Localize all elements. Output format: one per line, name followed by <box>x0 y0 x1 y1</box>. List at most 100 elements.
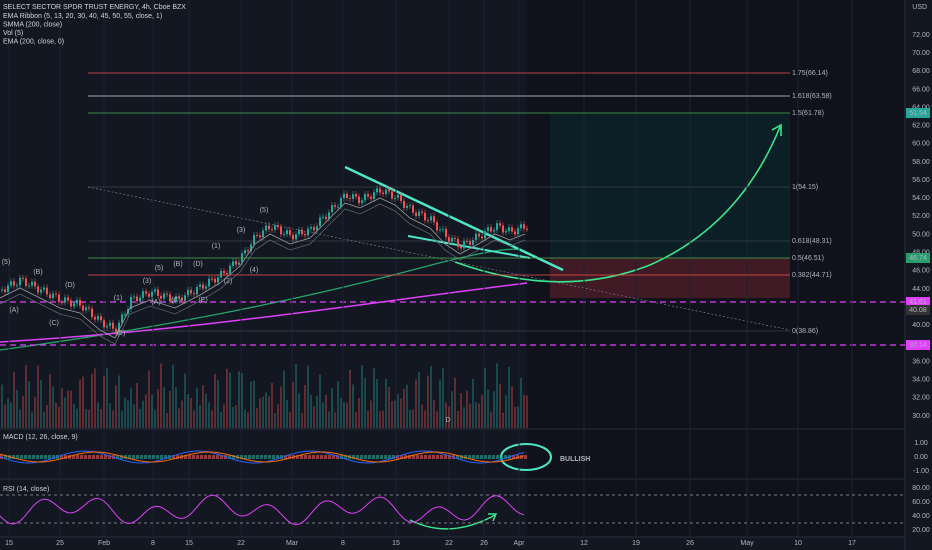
candle <box>88 307 90 309</box>
wave-label: (5) <box>260 207 269 214</box>
time-label: Feb <box>98 540 110 547</box>
price-label: 70.00 <box>912 50 930 57</box>
volume-bar <box>298 393 300 428</box>
candle <box>250 244 252 252</box>
future-zone <box>527 0 905 537</box>
time-label: 15 <box>392 540 400 547</box>
candle <box>445 228 447 238</box>
volume-bar <box>100 409 102 428</box>
macd-hist <box>108 455 111 459</box>
candle <box>40 289 42 293</box>
volume-bar <box>346 402 348 428</box>
macd-hist <box>20 455 23 459</box>
macd-hist <box>160 455 163 459</box>
candle <box>259 235 261 238</box>
candle <box>157 289 159 296</box>
volume-bar <box>259 398 261 428</box>
candle <box>253 234 255 245</box>
volume-bar <box>148 370 150 428</box>
price-label: 46.00 <box>912 268 930 275</box>
candle <box>346 193 348 198</box>
candle <box>457 238 459 247</box>
volume-bar <box>28 381 30 428</box>
volume-bar <box>181 400 183 428</box>
candle <box>25 278 27 286</box>
candle <box>211 278 213 280</box>
macd-hist <box>148 455 151 459</box>
macd-hist <box>308 455 311 459</box>
volume-bar <box>292 381 294 428</box>
macd-hist <box>352 455 355 459</box>
volume-bar <box>406 384 408 428</box>
candle <box>100 316 102 321</box>
candle <box>493 230 495 232</box>
volume-bar <box>520 377 522 428</box>
time-label: 12 <box>580 540 588 547</box>
volume-bar <box>208 402 210 428</box>
macd-hist <box>376 455 379 459</box>
volume-bar <box>40 380 42 428</box>
volume-bar <box>379 410 381 428</box>
volume-bar <box>499 383 501 428</box>
volume-bar <box>217 379 219 428</box>
candle <box>31 281 33 286</box>
candle <box>340 198 342 207</box>
candle <box>214 278 216 283</box>
candle <box>349 197 351 199</box>
volume-bar <box>19 409 21 428</box>
volume-bar <box>46 405 48 428</box>
price-label: 56.00 <box>912 177 930 184</box>
volume-bar <box>415 379 417 428</box>
macd-hist <box>436 455 439 459</box>
macd-hist <box>248 455 251 459</box>
candle <box>187 289 189 296</box>
volume-bar <box>472 378 474 428</box>
macd-hist <box>336 455 339 459</box>
volume-bar <box>82 376 84 428</box>
macd-hist <box>396 455 399 459</box>
volume-bar <box>466 390 468 428</box>
volume-bar <box>97 402 99 428</box>
price-tag-label: 46.74 <box>909 255 927 262</box>
candle <box>487 227 489 232</box>
macd-hist <box>480 455 483 459</box>
wave-label: D <box>445 417 450 424</box>
volume-bar <box>433 399 435 428</box>
volume-bar <box>136 382 138 428</box>
volume-bar <box>238 371 240 428</box>
candle <box>103 320 105 328</box>
volume-bar <box>475 402 477 428</box>
macd-hist <box>260 455 263 459</box>
texts: SELECT SECTOR SPDR TRUST ENERGY, 4h, Cbo… <box>2 4 930 547</box>
candle <box>325 216 327 219</box>
macd-hist <box>464 455 467 459</box>
volume-bar <box>490 411 492 428</box>
macd-hist <box>116 455 119 459</box>
volume-bar <box>196 387 198 428</box>
macd-hist <box>32 455 35 459</box>
candle <box>229 265 231 274</box>
volume-bar <box>352 384 354 428</box>
candle <box>124 314 126 316</box>
macd-hist <box>92 455 95 459</box>
macd-hist <box>448 455 451 459</box>
candle <box>163 293 165 299</box>
candle <box>226 272 228 274</box>
candle <box>280 226 282 235</box>
volume-bar <box>280 386 282 428</box>
macd-hist <box>252 455 255 459</box>
price-tag-label: 40.08 <box>909 307 927 314</box>
volume-bar <box>130 387 132 428</box>
macd-hist <box>456 455 459 459</box>
macd-hist <box>268 455 271 459</box>
candle <box>235 261 237 265</box>
volume-bar <box>274 412 276 428</box>
macd-hist <box>304 455 307 459</box>
volume-bar <box>253 380 255 428</box>
volume-bar <box>49 374 51 428</box>
volume-bar <box>484 367 486 428</box>
volume-bar <box>262 396 264 428</box>
candle <box>277 225 279 227</box>
volume-bar <box>424 410 426 428</box>
dotted-trend <box>87 186 791 331</box>
